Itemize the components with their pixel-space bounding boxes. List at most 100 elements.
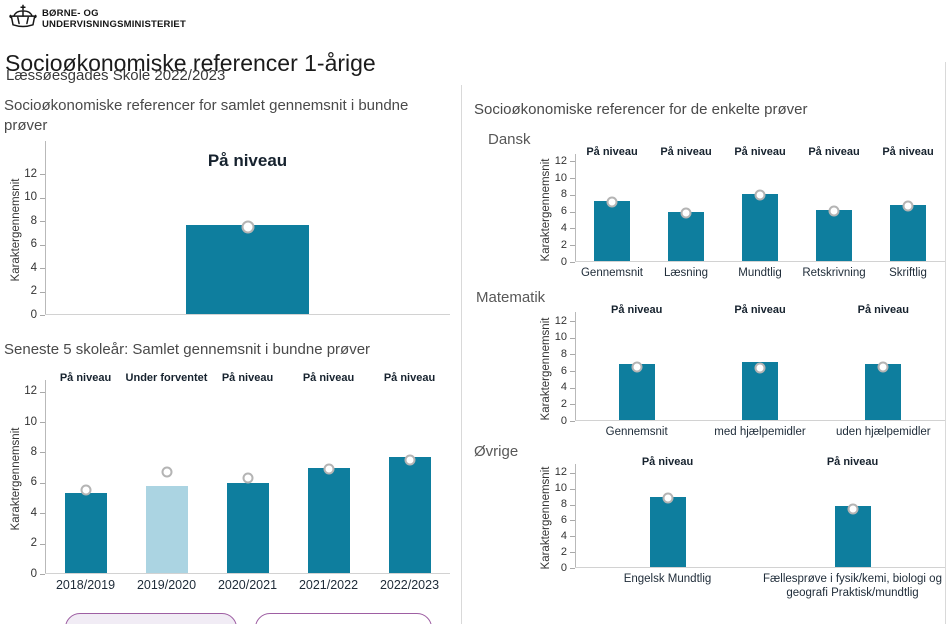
bar-Mundtlig[interactable] bbox=[742, 194, 778, 262]
bar-Fællesprøve i fysik/kemi, biologi og geografi Praktisk/mundtlig[interactable] bbox=[834, 506, 871, 568]
y-tick-mark bbox=[40, 197, 45, 199]
status-label: På niveau bbox=[302, 372, 355, 384]
status-label: På niveau bbox=[59, 372, 112, 384]
reference-point-marker[interactable] bbox=[680, 207, 692, 219]
y-tick-mark bbox=[570, 354, 575, 356]
y-tick-mark bbox=[570, 228, 575, 230]
bar-samlet[interactable] bbox=[186, 224, 309, 315]
x-category-label: 2022/2023 bbox=[379, 578, 440, 592]
x-category-label: Retskrivning bbox=[802, 267, 866, 279]
reference-point-marker[interactable] bbox=[828, 205, 840, 217]
status-label: På niveau bbox=[826, 456, 879, 468]
reference-point-marker[interactable] bbox=[847, 503, 858, 515]
reference-point-marker[interactable] bbox=[662, 492, 673, 504]
bottom-button-1[interactable] bbox=[65, 613, 237, 624]
reference-point-marker[interactable] bbox=[161, 466, 172, 478]
reference-point-marker[interactable] bbox=[242, 472, 253, 484]
chart-samlet-title: Socioøkonomiske referencer for samlet ge… bbox=[4, 97, 409, 135]
bottom-button-2[interactable] bbox=[255, 613, 432, 624]
y-tick-mark bbox=[570, 387, 575, 389]
reference-point-marker[interactable] bbox=[754, 189, 766, 201]
y-tick-mark bbox=[570, 421, 575, 422]
reference-point-marker[interactable] bbox=[631, 361, 643, 373]
y-tick-mark bbox=[40, 513, 45, 515]
x-category-label: uden hjælpemidler bbox=[836, 426, 931, 438]
plot-area: 0 2 4 6 8 10 12 På niveau 2018/2019 Under forvent… bbox=[24, 372, 450, 592]
bar-2018/2019[interactable] bbox=[64, 493, 107, 574]
bar-2019/2020[interactable] bbox=[145, 485, 188, 574]
bar-Retskrivning[interactable] bbox=[816, 210, 852, 262]
bar-2022/2023[interactable] bbox=[388, 456, 431, 574]
status-label: På niveau bbox=[734, 304, 786, 316]
y-tick-mark bbox=[570, 404, 575, 406]
y-tick-label: 12 bbox=[24, 385, 37, 398]
chart-seneste5-title: Seneste 5 skoleår: Samlet gennemsnit i b… bbox=[4, 341, 371, 358]
right-panel-title: Socioøkonomiske referencer for de enkelt… bbox=[474, 101, 808, 118]
y-tick-mark bbox=[570, 262, 575, 263]
y-tick-mark bbox=[570, 520, 575, 522]
reference-point-marker[interactable] bbox=[754, 362, 766, 374]
y-tick-label: 12 bbox=[554, 466, 567, 479]
y-tick-label: 4 bbox=[560, 381, 567, 394]
status-label: På niveau bbox=[641, 456, 694, 468]
plot-area: 0 2 4 6 8 10 12 På niveau Engelsk Mundtlig På niv… bbox=[555, 456, 945, 599]
y-tick-label: 6 bbox=[30, 238, 37, 251]
y-tick-label: 0 bbox=[30, 308, 37, 321]
y-tick-mark bbox=[570, 552, 575, 554]
reference-point-marker[interactable] bbox=[902, 200, 914, 212]
y-tick-mark bbox=[40, 482, 45, 484]
bar-Læsning[interactable] bbox=[668, 211, 704, 262]
y-tick-label: 6 bbox=[560, 364, 567, 377]
y-tick-mark bbox=[40, 244, 45, 246]
y-tick-label: 4 bbox=[30, 261, 37, 274]
y-tick-label: 2 bbox=[560, 238, 567, 251]
y-tick-mark bbox=[570, 245, 575, 247]
y-tick-label: 8 bbox=[560, 347, 567, 360]
subject-dansk-label: Dansk bbox=[488, 131, 531, 148]
y-tick-label: 10 bbox=[554, 331, 567, 344]
bar-uden hjælpemidler[interactable] bbox=[865, 363, 902, 421]
status-label: På niveau bbox=[808, 146, 860, 158]
y-tick-mark bbox=[570, 536, 575, 538]
reference-point-marker[interactable] bbox=[80, 484, 91, 496]
bar-Skriftlig[interactable] bbox=[890, 204, 926, 262]
y-tick-mark bbox=[40, 543, 45, 545]
bar-Gennemsnit[interactable] bbox=[594, 200, 630, 262]
bar-Engelsk Mundtlig[interactable] bbox=[649, 497, 686, 568]
bar-Gennemsnit[interactable] bbox=[618, 363, 655, 421]
status-label: På niveau bbox=[221, 372, 274, 384]
reference-point-marker[interactable] bbox=[877, 361, 889, 373]
status-label: På niveau bbox=[882, 146, 934, 158]
reference-point-marker[interactable] bbox=[404, 454, 415, 466]
y-tick-mark bbox=[570, 211, 575, 213]
y-tick-label: 6 bbox=[30, 476, 37, 489]
x-category-label: Gennemsnit bbox=[605, 426, 668, 438]
plot-area: 0 2 4 6 8 10 12 På niveau bbox=[24, 141, 450, 321]
x-category-label: 2019/2020 bbox=[136, 578, 197, 592]
y-tick-label: 0 bbox=[30, 567, 37, 580]
subject-oevrige-label: Øvrige bbox=[474, 443, 519, 460]
reference-point-marker[interactable] bbox=[606, 196, 618, 208]
x-category-label: Gennemsnit bbox=[580, 267, 643, 279]
y-tick-label: 8 bbox=[30, 214, 37, 227]
y-tick-label: 4 bbox=[560, 221, 567, 234]
y-tick-mark bbox=[570, 194, 575, 196]
x-category-label: 2021/2022 bbox=[298, 578, 359, 592]
y-tick-mark bbox=[40, 174, 45, 176]
y-tick-mark bbox=[570, 568, 575, 569]
bar-2021/2022[interactable] bbox=[307, 467, 350, 574]
y-tick-label: 4 bbox=[30, 506, 37, 519]
x-category-label: Læsning bbox=[663, 267, 709, 279]
y-tick-mark bbox=[40, 452, 45, 454]
y-tick-mark bbox=[40, 221, 45, 223]
y-tick-label: 0 bbox=[560, 255, 567, 268]
x-category-label: Fællesprøve i fysik/kemi, biologi og geo… bbox=[763, 573, 942, 600]
page-title: Socioøkonomiske referencer 1-årige bbox=[5, 50, 376, 77]
bar-2020/2021[interactable] bbox=[226, 482, 269, 574]
y-tick-mark bbox=[570, 488, 575, 490]
status-label: På niveau bbox=[857, 304, 910, 316]
reference-point-marker[interactable] bbox=[241, 220, 254, 234]
ministry-name-line2: UNDERVISNINGSMINISTERIET bbox=[42, 19, 186, 30]
y-tick-label: 12 bbox=[24, 167, 37, 180]
reference-point-marker[interactable] bbox=[323, 463, 334, 475]
